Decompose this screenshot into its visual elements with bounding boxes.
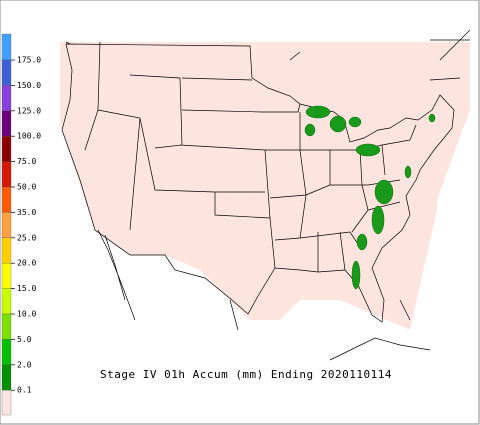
legend: 175.0 150.0 125.0 100.0 75.0 50.0 35.0 25.0 20.0…	[1, 33, 41, 416]
legend-swatch	[1, 136, 12, 162]
rain-cell	[428, 113, 436, 123]
precipitation	[304, 105, 436, 290]
legend-swatch	[1, 364, 12, 391]
legend-swatch	[1, 263, 12, 289]
rain-cell	[305, 105, 331, 119]
legend-label: 15.0	[17, 284, 36, 293]
rain-cell	[304, 123, 316, 137]
legend-label: 75.0	[17, 157, 36, 166]
coastline-south	[97, 229, 431, 361]
rain-cell	[371, 205, 385, 235]
legend-swatch	[1, 288, 12, 315]
rain-cell	[356, 233, 368, 251]
state-lines	[84, 41, 417, 272]
legend-label: 25.0	[17, 233, 36, 242]
analysis-domain	[60, 42, 470, 330]
legend-swatch	[1, 313, 12, 340]
rain-cell	[355, 143, 381, 157]
rain-cell	[404, 165, 412, 179]
legend-swatch	[1, 85, 12, 111]
legend-swatch	[1, 339, 12, 365]
legend-label: 50.0	[17, 183, 36, 192]
legend-swatch	[1, 237, 12, 264]
rain-cell	[374, 179, 394, 205]
legend-label: 20.0	[17, 259, 36, 268]
caption: Stage IV 01h Accum (mm) Ending 202011011…	[100, 368, 392, 381]
legend-label: 35.0	[17, 208, 36, 217]
legend-swatch	[1, 186, 12, 213]
rain-cell	[348, 116, 362, 128]
legend-swatch	[1, 59, 12, 86]
coastline-north	[65, 29, 471, 81]
legend-swatch	[1, 33, 12, 61]
legend-swatch	[1, 161, 12, 188]
legend-label: 10.0	[17, 310, 36, 319]
legend-label: 0.1	[17, 386, 32, 395]
legend-swatch	[1, 110, 12, 137]
rain-cell	[329, 115, 347, 133]
legend-label: 175.0	[17, 56, 41, 65]
legend-label: 5.0	[17, 335, 32, 344]
legend-label: 150.0	[17, 81, 41, 90]
legend-label: 100.0	[17, 132, 41, 141]
legend-swatch	[1, 390, 12, 416]
legend-label: 2.0	[17, 360, 32, 369]
rain-cell	[351, 260, 361, 290]
legend-swatch	[1, 212, 12, 238]
legend-label: 125.0	[17, 106, 41, 115]
